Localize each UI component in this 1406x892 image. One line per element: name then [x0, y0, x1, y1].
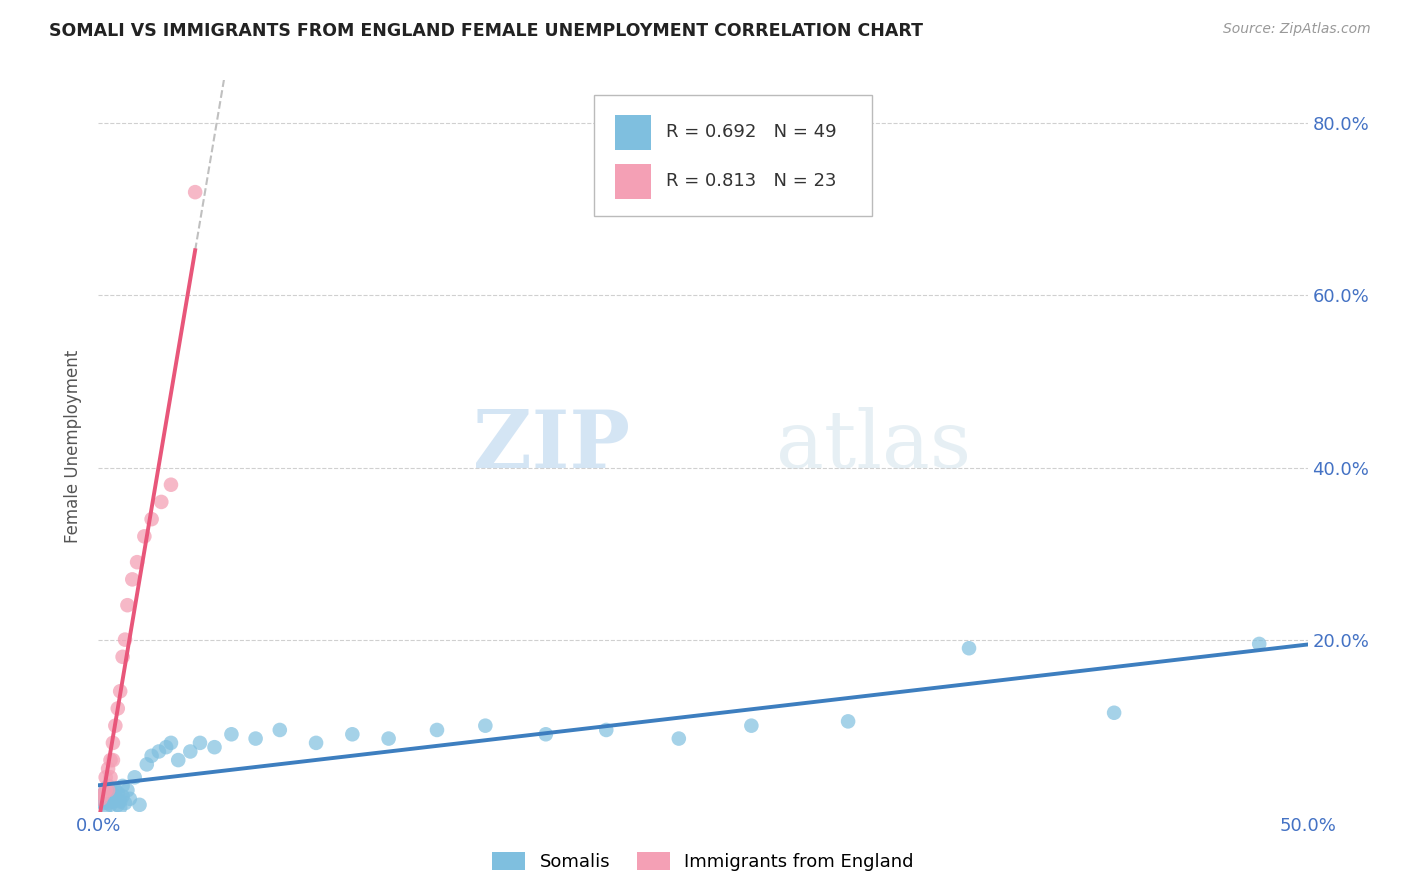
Point — [100, 753, 122, 767]
Point — [90, 792, 112, 806]
Point — [155, 740, 177, 755]
Point — [117, 783, 139, 797]
Point — [91, 796, 114, 810]
Point — [245, 731, 267, 746]
Text: R = 0.692   N = 49: R = 0.692 N = 49 — [665, 123, 837, 141]
Point — [111, 649, 134, 664]
Point — [91, 788, 114, 802]
Point — [127, 555, 149, 569]
Point — [114, 632, 136, 647]
Point — [118, 792, 141, 806]
Point — [101, 736, 124, 750]
Point — [104, 789, 127, 804]
Y-axis label: Female Unemployment: Female Unemployment — [65, 350, 83, 542]
Text: R = 0.813   N = 23: R = 0.813 N = 23 — [665, 172, 837, 190]
Point — [135, 757, 157, 772]
Point — [668, 731, 690, 746]
Point — [107, 797, 129, 812]
Point — [1249, 637, 1271, 651]
Point — [474, 719, 496, 733]
FancyBboxPatch shape — [595, 95, 872, 216]
Point — [148, 744, 170, 758]
Point — [101, 788, 124, 802]
Point — [150, 495, 173, 509]
Point — [90, 792, 112, 806]
Point — [108, 684, 131, 698]
Point — [534, 727, 557, 741]
Point — [188, 736, 211, 750]
Point — [107, 786, 129, 800]
Point — [108, 800, 131, 814]
Point — [94, 770, 117, 784]
Point — [101, 794, 124, 808]
Point — [104, 783, 127, 797]
Point — [141, 748, 163, 763]
Point — [107, 701, 129, 715]
Point — [100, 797, 122, 812]
Point — [114, 796, 136, 810]
Legend: Somalis, Immigrants from England: Somalis, Immigrants from England — [485, 845, 921, 879]
Point — [426, 723, 449, 737]
Point — [100, 770, 122, 784]
Point — [124, 770, 146, 784]
Point — [108, 794, 131, 808]
Point — [204, 740, 226, 755]
Text: atlas: atlas — [776, 407, 970, 485]
Point — [179, 744, 201, 758]
Point — [269, 723, 291, 737]
Point — [305, 736, 328, 750]
Point — [740, 719, 762, 733]
Point — [134, 529, 156, 543]
Point — [97, 796, 120, 810]
Text: SOMALI VS IMMIGRANTS FROM ENGLAND FEMALE UNEMPLOYMENT CORRELATION CHART: SOMALI VS IMMIGRANTS FROM ENGLAND FEMALE… — [49, 22, 924, 40]
Point — [101, 753, 124, 767]
Point — [342, 727, 364, 741]
Point — [160, 736, 183, 750]
Point — [141, 512, 163, 526]
Point — [94, 783, 117, 797]
Point — [94, 800, 117, 814]
Point — [97, 762, 120, 776]
Point — [837, 714, 859, 729]
Point — [184, 185, 207, 199]
Point — [595, 723, 617, 737]
Point — [94, 783, 117, 797]
Point — [160, 477, 183, 491]
Point — [111, 779, 134, 793]
Point — [121, 573, 143, 587]
Point — [91, 788, 114, 802]
Point — [104, 719, 127, 733]
Bar — [614, 163, 651, 199]
Point — [117, 598, 139, 612]
Text: ZIP: ZIP — [474, 407, 630, 485]
Point — [111, 789, 134, 804]
Point — [377, 731, 399, 746]
Point — [167, 753, 190, 767]
Text: Source: ZipAtlas.com: Source: ZipAtlas.com — [1223, 22, 1371, 37]
Bar — [614, 115, 651, 150]
Point — [957, 641, 980, 656]
Point — [97, 779, 120, 793]
Point — [1102, 706, 1125, 720]
Point — [221, 727, 243, 741]
Point — [128, 797, 150, 812]
Point — [97, 783, 120, 797]
Point — [100, 792, 122, 806]
